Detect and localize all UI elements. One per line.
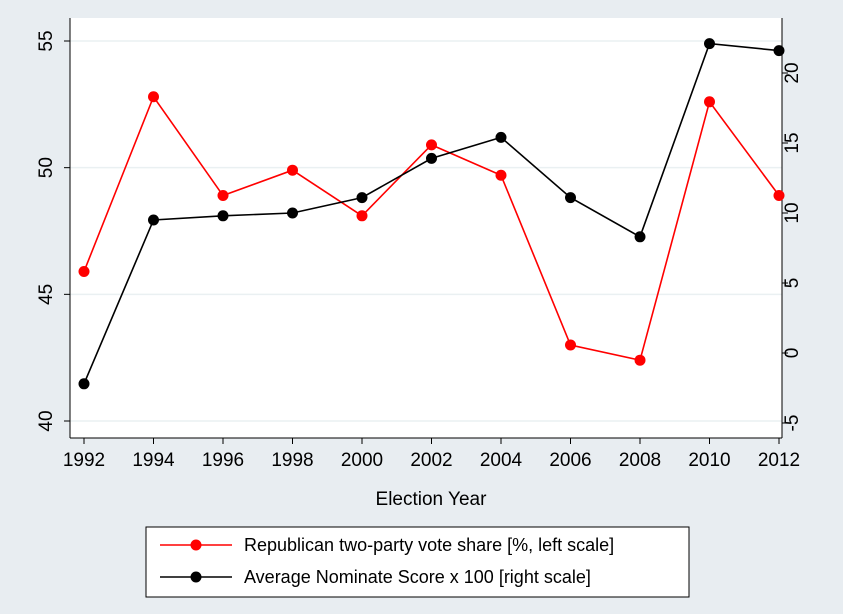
plot-area	[70, 18, 782, 438]
series-1-point	[704, 38, 715, 50]
x-tick-label: 2002	[410, 450, 452, 471]
x-tick-label: 1996	[202, 450, 244, 471]
gridlines	[70, 40, 782, 422]
series-1-point	[78, 378, 90, 390]
series-0-point	[78, 266, 90, 278]
x-tick-label: 1992	[63, 450, 105, 471]
left-tick-label: 45	[36, 284, 57, 305]
x-tick-label: 2004	[480, 450, 523, 471]
x-tick-label: 2010	[688, 450, 730, 471]
series-layer	[78, 38, 785, 390]
legend: Republican two-party vote share [%, left…	[145, 526, 690, 598]
series-0-point	[773, 190, 785, 202]
legend-swatch-marker	[190, 571, 202, 583]
x-tick-label: 2012	[758, 450, 800, 471]
series-0-point	[495, 169, 507, 181]
left-tick-label: 55	[36, 30, 57, 51]
legend-swatch-marker	[190, 539, 202, 551]
series-1-point	[287, 207, 298, 219]
x-tick-label: 2008	[619, 450, 661, 471]
legend-label: Average Nominate Score x 100 [right scal…	[244, 567, 591, 587]
series-0-point	[217, 190, 229, 202]
series-1-point	[773, 45, 785, 57]
series-1-point	[495, 131, 507, 143]
series-0-point	[356, 210, 368, 222]
legend-label: Republican two-party vote share [%, left…	[244, 535, 614, 555]
axes: 40 45 50 55 -5 0 5 10 15 20 1992 1994 1996 1998 2000 20…	[36, 18, 803, 471]
x-axis-title: Election Year	[376, 489, 488, 510]
series-0-point	[704, 96, 715, 108]
x-tick-label: 1994	[132, 450, 175, 471]
left-tick-label: 50	[36, 157, 57, 178]
series-1-point	[217, 210, 229, 222]
right-tick-label: 5	[782, 278, 803, 289]
left-tick-label: 40	[36, 410, 57, 431]
series-1-point	[356, 192, 368, 204]
series-1-point	[148, 214, 159, 226]
series-1-point	[426, 152, 437, 164]
legend-items: Republican two-party vote share [%, left…	[160, 535, 614, 587]
series-1-point	[565, 192, 576, 204]
series-0-point	[426, 139, 437, 151]
legend-box	[145, 526, 690, 598]
right-tick-label: 0	[782, 348, 803, 359]
right-tick-label: 15	[782, 132, 803, 153]
x-tick-label: 1998	[271, 450, 313, 471]
x-tick-label: 2000	[341, 450, 383, 471]
series-0-point	[287, 164, 298, 176]
right-tick-label: 10	[782, 202, 803, 223]
series-0-point	[634, 354, 646, 366]
series-1-point	[634, 231, 646, 243]
x-tick-label: 2006	[549, 450, 591, 471]
series-0-point	[565, 339, 576, 351]
right-tick-label: 20	[782, 62, 803, 83]
right-tick-label: -5	[782, 415, 803, 432]
series-0-point	[148, 91, 159, 103]
